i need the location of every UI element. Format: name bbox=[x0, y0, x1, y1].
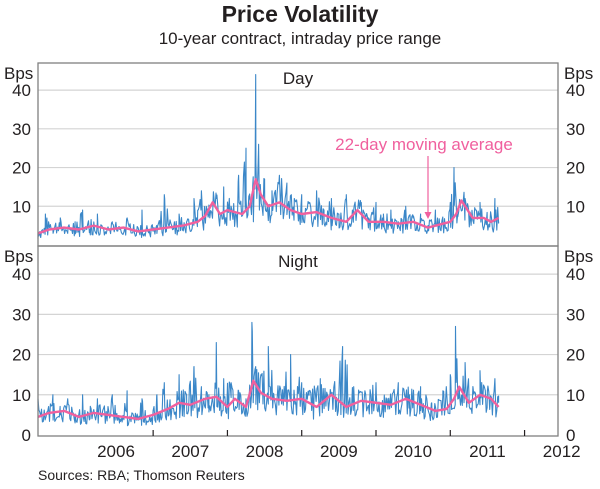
x-tick-label-2006: 2006 bbox=[97, 442, 135, 461]
x-tick-label-2011: 2011 bbox=[469, 442, 506, 461]
panel-title-day: Day bbox=[283, 69, 314, 88]
y-unit-right-day: Bps bbox=[564, 64, 593, 83]
y-tick-right-night-20: 20 bbox=[566, 346, 585, 365]
x-tick-label-2009: 2009 bbox=[320, 442, 358, 461]
y-tick-right-night-30: 30 bbox=[566, 305, 585, 324]
y-tick-left-day-10: 10 bbox=[12, 197, 31, 216]
y-tick-left-night-40: 40 bbox=[12, 265, 31, 284]
x-tick-label-2012: 2012 bbox=[543, 442, 581, 461]
panel-frame-night bbox=[37, 245, 559, 437]
x-tick-label-2008: 2008 bbox=[246, 442, 284, 461]
annotation-arrow-head bbox=[424, 212, 432, 219]
panel-title-night: Night bbox=[278, 252, 318, 271]
y-tick-left-day-20: 20 bbox=[12, 159, 31, 178]
y-unit-left-night: Bps bbox=[4, 247, 33, 266]
y-tick-left-night-10: 10 bbox=[12, 386, 31, 405]
series-night-moving-average bbox=[37, 379, 500, 421]
chart-subtitle: 10-year contract, intraday price range bbox=[158, 29, 442, 48]
source-note: Sources: RBA; Thomson Reuters bbox=[38, 467, 245, 483]
y-tick-left-day-40: 40 bbox=[12, 81, 31, 100]
y-tick-right-day-40: 40 bbox=[566, 81, 585, 100]
y-unit-left-day: Bps bbox=[4, 64, 33, 83]
annotation-moving-average: 22-day moving average bbox=[335, 135, 513, 154]
y-tick-right-night-10: 10 bbox=[566, 386, 585, 405]
x-tick-label-2010: 2010 bbox=[394, 442, 432, 461]
y-tick-right-night-0: 0 bbox=[566, 426, 575, 445]
series-day-moving-average bbox=[37, 178, 500, 235]
x-tick-label-2007: 2007 bbox=[171, 442, 209, 461]
series-night-range bbox=[37, 321, 500, 427]
chart-title: Price Volatility bbox=[221, 1, 379, 27]
y-tick-left-night-30: 30 bbox=[12, 305, 31, 324]
y-tick-left-night-0: 0 bbox=[22, 426, 31, 445]
y-tick-right-day-30: 30 bbox=[566, 120, 585, 139]
y-tick-right-day-20: 20 bbox=[566, 159, 585, 178]
y-unit-right-night: Bps bbox=[564, 247, 593, 266]
y-tick-right-night-40: 40 bbox=[566, 265, 585, 284]
y-tick-left-night-20: 20 bbox=[12, 346, 31, 365]
y-tick-right-day-10: 10 bbox=[566, 197, 585, 216]
y-tick-left-day-30: 30 bbox=[12, 120, 31, 139]
